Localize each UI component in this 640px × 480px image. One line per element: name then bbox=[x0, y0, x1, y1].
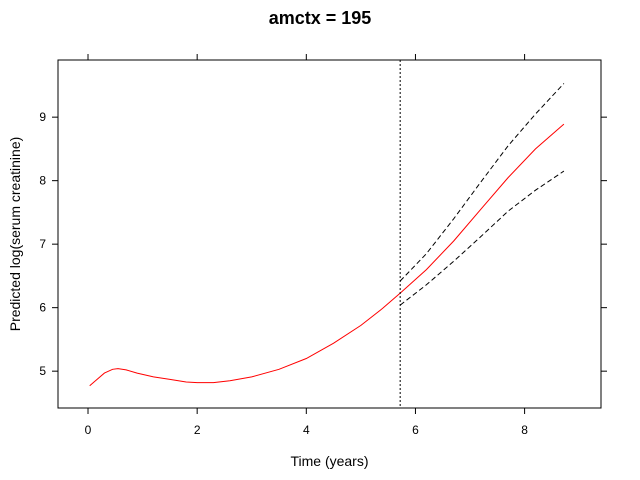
plot-frame bbox=[57, 59, 602, 409]
y-tick-label: 8 bbox=[39, 174, 46, 188]
y-tick-label: 7 bbox=[39, 237, 46, 251]
y-tick-label: 9 bbox=[39, 110, 46, 124]
x-tick-label: 2 bbox=[194, 423, 201, 437]
chart-title: amctx = 195 bbox=[269, 8, 372, 28]
y-axis-label: Predicted log(serum creatinine) bbox=[7, 137, 23, 332]
prediction-line bbox=[89, 123, 565, 387]
x-tick-label: 0 bbox=[85, 423, 92, 437]
y-tick-label: 5 bbox=[39, 364, 46, 378]
x-tick-label: 8 bbox=[521, 423, 528, 437]
x-tick-label: 4 bbox=[303, 423, 310, 437]
y-tick-label: 6 bbox=[39, 301, 46, 315]
lower-bound-line bbox=[399, 170, 565, 306]
series-layer bbox=[89, 83, 565, 387]
x-tick-label: 6 bbox=[412, 423, 419, 437]
x-axis-label: Time (years) bbox=[290, 453, 368, 469]
upper-bound-line bbox=[399, 83, 565, 282]
axis-ticks: 0 2 4 6 8 5 6 7 8 9 bbox=[39, 54, 607, 437]
